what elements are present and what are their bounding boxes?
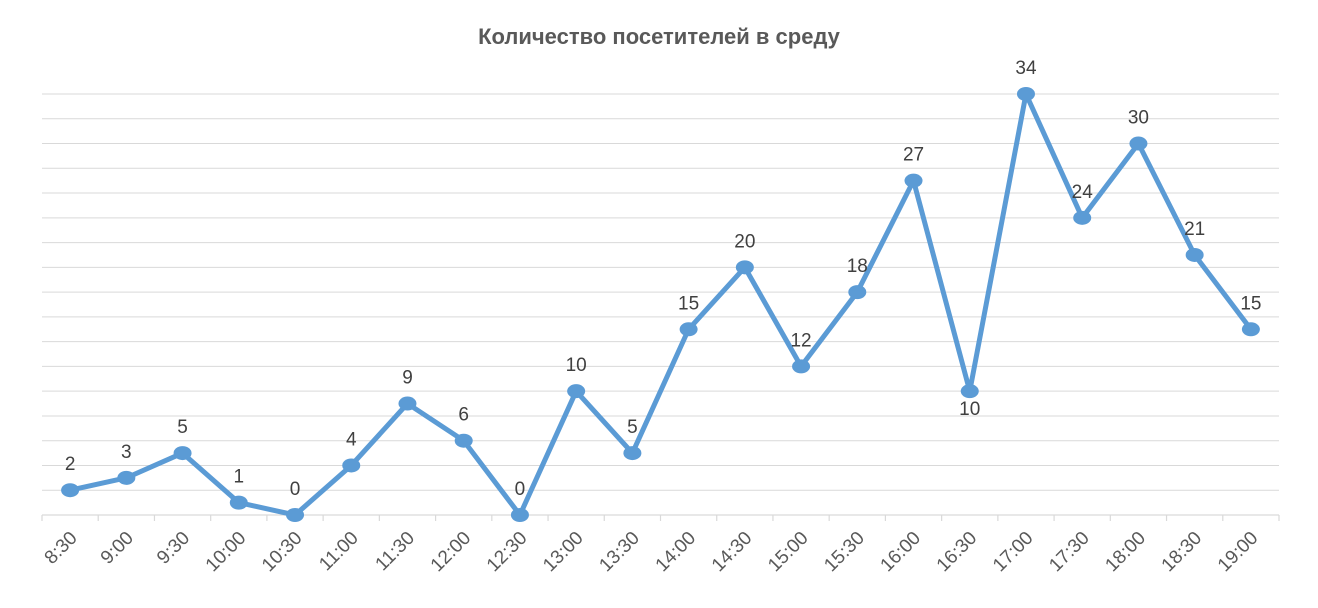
data-label: 21 (1184, 219, 1205, 240)
x-tick-label: 15:30 (820, 528, 868, 576)
data-point (623, 446, 642, 461)
data-label: 1 (234, 467, 245, 488)
data-point (1073, 210, 1092, 225)
data-point (173, 446, 192, 461)
data-point (735, 260, 754, 275)
x-tick-label: 11:00 (315, 528, 362, 575)
data-label: 5 (627, 417, 638, 438)
x-tick-label: 15:00 (764, 528, 812, 576)
gridlines (42, 93, 1279, 491)
x-tick-label: 19:00 (1214, 528, 1262, 576)
x-tick-label: 14:30 (708, 528, 756, 576)
data-label: 34 (1015, 58, 1037, 79)
x-tick-label: 8:30 (41, 528, 82, 569)
data-point (1185, 247, 1204, 262)
x-tick-label: 12:30 (483, 528, 531, 576)
x-tick-label: 16:00 (877, 528, 925, 576)
x-tick-label: 11:30 (372, 528, 419, 575)
data-point (454, 433, 473, 448)
data-point (61, 483, 80, 498)
data-point (1016, 87, 1035, 101)
data-label: 18 (847, 256, 868, 277)
x-tick-label: 12:00 (427, 528, 475, 576)
x-tick-label: 9:30 (153, 528, 194, 569)
data-point (567, 384, 586, 399)
x-tick-label: 13:00 (539, 528, 587, 576)
data-label: 10 (959, 399, 980, 420)
data-point (510, 508, 529, 522)
x-tick-label: 10:00 (202, 528, 250, 576)
data-label: 15 (1240, 293, 1261, 314)
x-tick-label: 18:00 (1101, 528, 1149, 576)
data-point (960, 384, 979, 399)
data-label: 12 (790, 330, 811, 351)
x-tick-label: 17:30 (1045, 528, 1093, 576)
data-label: 24 (1072, 182, 1094, 203)
data-label: 2 (65, 454, 76, 475)
data-point (792, 359, 811, 374)
x-tick-label: 9:00 (97, 528, 138, 569)
data-label: 20 (734, 231, 755, 252)
data-label: 10 (566, 355, 587, 376)
data-point (1241, 322, 1260, 337)
data-point (342, 458, 361, 473)
data-label: 5 (177, 417, 188, 438)
data-point (1129, 136, 1148, 151)
data-label: 27 (903, 145, 924, 166)
x-tick-label: 13:30 (595, 528, 643, 576)
data-label: 0 (515, 479, 526, 500)
data-label: 0 (290, 479, 301, 500)
data-label: 3 (121, 442, 132, 463)
chart-title: Количество посетителей в среду (478, 24, 841, 49)
data-label: 4 (346, 429, 357, 450)
x-tick-label: 18:30 (1158, 528, 1206, 576)
data-label: 15 (678, 293, 699, 314)
data-point (286, 508, 305, 522)
data-point (904, 173, 923, 188)
x-tick-label: 14:00 (652, 528, 700, 576)
data-label: 9 (402, 368, 413, 389)
x-tick-label: 10:30 (258, 528, 306, 576)
data-point (398, 396, 417, 411)
x-axis: 8:30 9:00 9:30 10:00 10:30 11:00 11:30 12:00 12:… (41, 514, 1280, 576)
x-tick-label: 17:00 (989, 528, 1037, 576)
series-line-group (61, 87, 1260, 522)
series-line (67, 91, 1254, 518)
data-point (117, 470, 136, 485)
x-tick-label: 16:30 (933, 528, 981, 576)
data-label: 30 (1128, 108, 1149, 129)
data-point (679, 322, 698, 337)
data-label: 6 (458, 405, 469, 426)
data-point (229, 495, 248, 510)
data-point (848, 285, 867, 300)
